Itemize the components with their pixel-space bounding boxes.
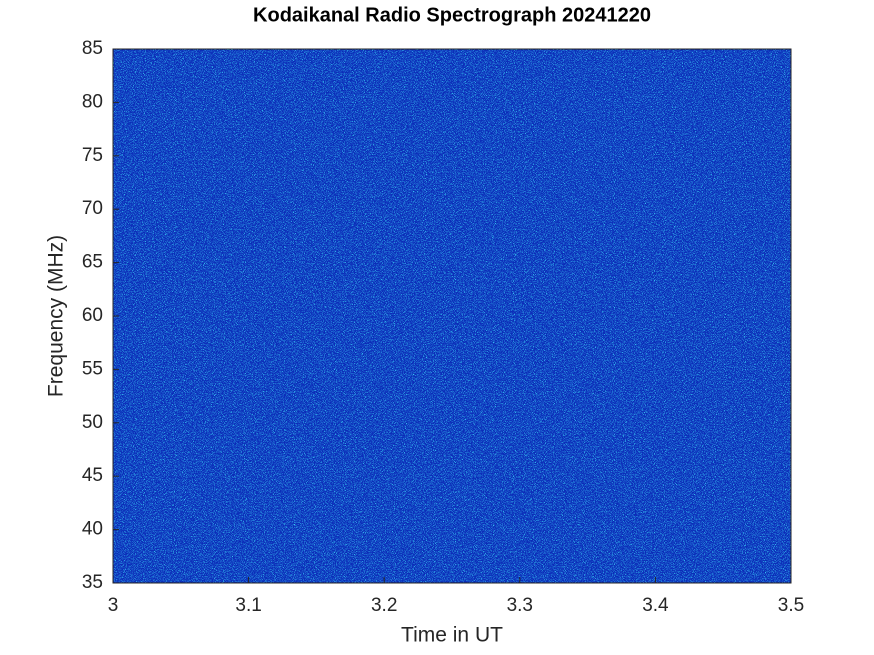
x-tick-label: 3.1 bbox=[235, 595, 261, 616]
x-axis-label: Time in UT bbox=[401, 624, 503, 647]
y-axis-label: Frequency (MHz) bbox=[45, 235, 68, 397]
y-tick-label: 85 bbox=[82, 38, 103, 59]
y-tick-label: 75 bbox=[82, 145, 103, 166]
x-tick-label: 3 bbox=[108, 595, 119, 616]
spectrogram-texture bbox=[113, 49, 791, 583]
y-tick-label: 70 bbox=[82, 198, 103, 219]
y-tick-label: 50 bbox=[82, 412, 103, 433]
x-tick-label: 3.2 bbox=[371, 595, 397, 616]
y-tick-label: 35 bbox=[82, 572, 103, 593]
y-tick-label: 60 bbox=[82, 305, 103, 326]
x-tick-label: 3.5 bbox=[778, 595, 804, 616]
y-tick-label: 55 bbox=[82, 358, 103, 379]
y-tick-label: 45 bbox=[82, 465, 103, 486]
x-tick-label: 3.3 bbox=[507, 595, 533, 616]
y-tick-label: 65 bbox=[82, 252, 103, 273]
x-tick-label: 3.4 bbox=[642, 595, 669, 616]
y-tick-label: 80 bbox=[82, 91, 103, 112]
chart-title: Kodaikanal Radio Spectrograph 20241220 bbox=[253, 4, 651, 26]
y-tick-label: 40 bbox=[82, 519, 103, 540]
